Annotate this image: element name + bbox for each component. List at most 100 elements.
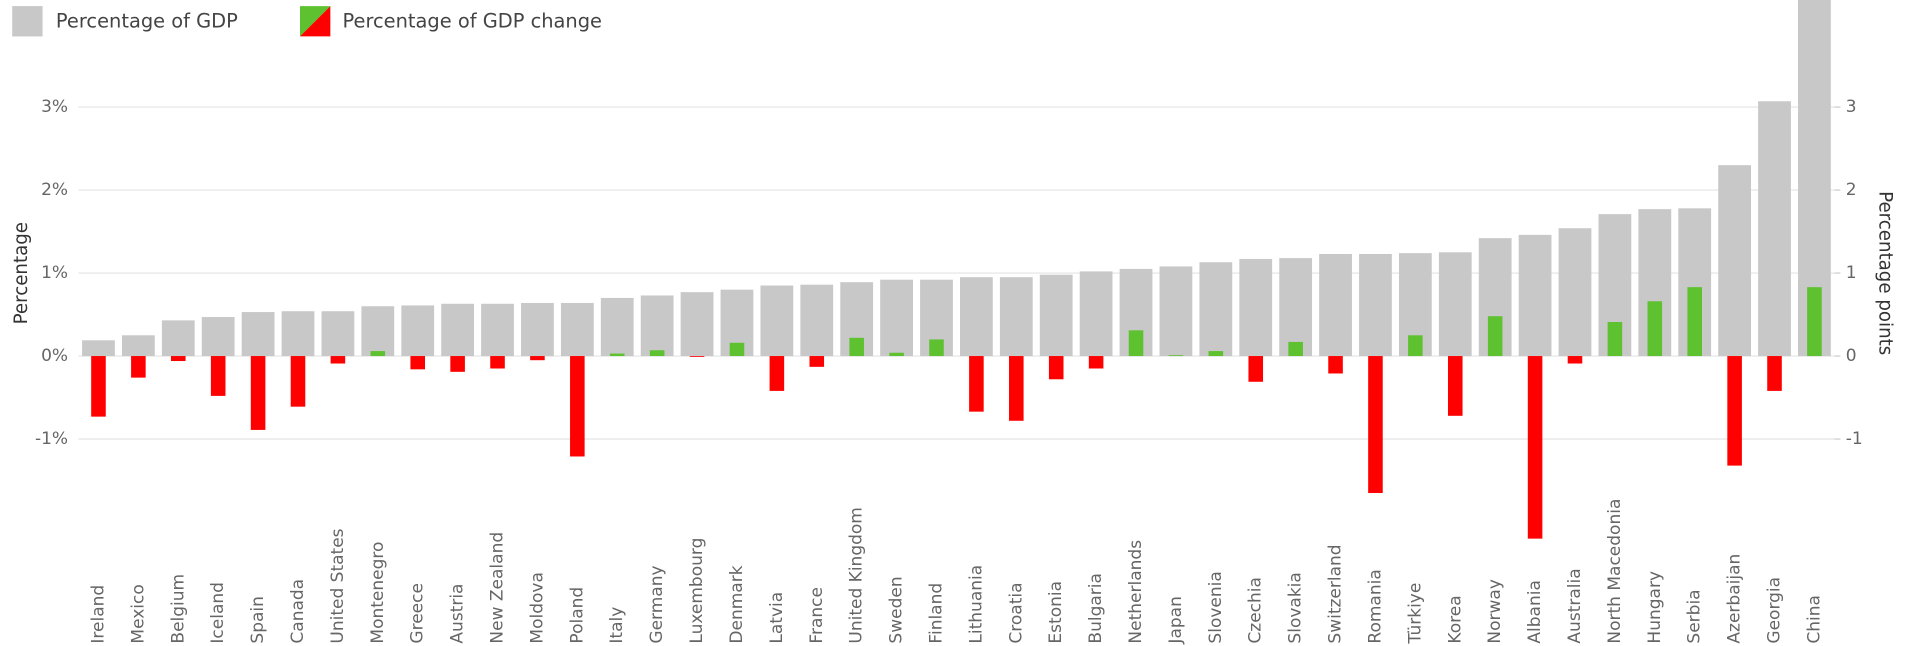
bar <box>1279 258 1313 357</box>
y-axis-title: Percentage <box>11 222 32 324</box>
legend-label: Percentage of GDP change <box>343 9 602 32</box>
change-bar <box>1487 316 1503 357</box>
x-tick-label: United States <box>328 528 348 643</box>
bar <box>321 311 355 357</box>
change-bar <box>210 356 226 396</box>
change-bar <box>1567 356 1583 364</box>
bar <box>401 305 435 357</box>
change-bar <box>250 356 266 430</box>
x-tick-label: Japan <box>1166 596 1186 644</box>
x-tick-label: Romania <box>1365 569 1385 643</box>
x-tick-label: United Kingdom <box>847 507 867 643</box>
bars <box>82 0 1831 539</box>
change-bar <box>1168 355 1184 357</box>
bar <box>1758 101 1791 357</box>
y-tick-label: 0% <box>41 346 68 366</box>
bar <box>640 295 674 357</box>
change-bar <box>689 356 705 357</box>
change-bar <box>1328 356 1343 374</box>
x-tick-label: Albania <box>1525 580 1545 643</box>
change-bar <box>410 356 425 370</box>
change-bar <box>1767 356 1782 391</box>
x-tick-label: Luxembourg <box>687 538 707 644</box>
change-bar <box>131 356 146 378</box>
x-tick-label: Serbia <box>1685 589 1705 643</box>
x-tick-label: Croatia <box>1006 582 1026 643</box>
x-tick-label: Norway <box>1485 579 1505 644</box>
x-tick-label: Belgium <box>168 574 188 644</box>
bar <box>1438 252 1472 357</box>
x-tick-label: Estonia <box>1046 581 1066 644</box>
change-bar <box>849 337 864 357</box>
x-tick-label: Denmark <box>727 565 747 643</box>
change-bar <box>91 356 106 417</box>
change-bar <box>929 339 944 357</box>
change-bar <box>370 351 386 357</box>
y-tick-label: 1% <box>41 263 68 283</box>
bar <box>1039 274 1073 357</box>
x-tick-label: Mexico <box>128 584 148 643</box>
bar <box>1319 253 1352 357</box>
legend-swatch <box>12 6 43 37</box>
x-tick-label: Ireland <box>88 585 108 644</box>
change-bar <box>769 356 785 391</box>
bar <box>680 292 714 357</box>
y-tick-label: -1% <box>35 429 68 449</box>
x-tick-label: Slovenia <box>1206 571 1226 643</box>
change-bar <box>969 356 984 412</box>
x-tick-label: Lithuania <box>966 565 986 644</box>
legend-swatch <box>300 6 331 37</box>
x-tick-label: Netherlands <box>1126 540 1146 644</box>
bar <box>1159 266 1193 357</box>
bar <box>481 303 514 357</box>
bar <box>82 340 115 357</box>
bar <box>1359 253 1392 357</box>
bar <box>1558 228 1592 357</box>
bar <box>1239 258 1273 357</box>
bar <box>560 302 594 357</box>
x-tick-label: Czechia <box>1246 577 1266 644</box>
change-bar <box>729 342 745 357</box>
labels: -1% 0% 1% 2% 3% -1 0 1 2 3 Ireland Mexico Belgium Ice… <box>35 97 1863 645</box>
bar <box>281 311 315 357</box>
change-bar <box>490 356 505 369</box>
x-tick-label: Germany <box>647 565 667 643</box>
change-bar <box>170 356 186 362</box>
bar <box>800 284 834 357</box>
change-bar <box>1088 356 1104 369</box>
x-tick-label: Slovakia <box>1286 572 1306 643</box>
x-tick-label: Bulgaria <box>1086 573 1106 644</box>
x-tick-label: Sweden <box>887 576 907 643</box>
bar <box>880 279 913 357</box>
x-tick-label: Hungary <box>1645 571 1665 644</box>
y2-tick-label: 2 <box>1846 180 1857 200</box>
x-tick-label: Moldova <box>527 572 547 643</box>
y2-tick-label: 3 <box>1846 97 1857 117</box>
change-bar <box>1009 356 1024 421</box>
x-tick-label: Greece <box>408 583 428 644</box>
bar <box>760 285 794 357</box>
change-bar <box>1248 356 1264 382</box>
x-tick-label: Italy <box>607 607 627 644</box>
change-bar <box>330 356 346 364</box>
y2-tick-label: 0 <box>1846 346 1857 366</box>
y2-axis-title: Percentage points <box>1875 191 1896 355</box>
bar <box>361 306 395 357</box>
x-tick-label: Finland <box>926 583 946 644</box>
x-tick-label: Canada <box>288 579 308 644</box>
change-bar <box>570 356 585 457</box>
bar <box>1199 262 1233 357</box>
x-tick-label: Switzerland <box>1326 544 1346 643</box>
x-tick-label: China <box>1804 595 1824 644</box>
bar <box>1718 165 1751 357</box>
bar <box>1079 271 1113 357</box>
x-tick-label: Austria <box>448 584 468 644</box>
bar <box>121 335 155 357</box>
change-bar <box>450 356 465 372</box>
bar <box>521 302 554 357</box>
bar <box>441 303 475 357</box>
x-tick-label: Spain <box>248 596 268 644</box>
change-bar <box>1527 356 1543 539</box>
